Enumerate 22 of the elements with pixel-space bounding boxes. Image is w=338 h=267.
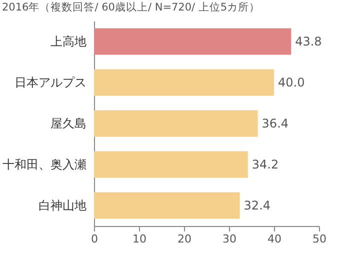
chart-title: 2016年（複数回答/ 60歳以上/ N=720/ 上位5カ所） bbox=[2, 0, 260, 14]
y-tick-label: 屋久島 bbox=[50, 116, 86, 130]
bar bbox=[94, 69, 274, 96]
data-label: 40.0 bbox=[278, 76, 305, 90]
bar bbox=[94, 110, 258, 137]
y-tick-label: 白神山地 bbox=[38, 198, 86, 212]
x-tick-label: 0 bbox=[91, 232, 98, 246]
data-label: 34.2 bbox=[252, 158, 279, 172]
y-tick-label: 上高地 bbox=[50, 34, 86, 48]
x-tick-label: 30 bbox=[222, 232, 236, 246]
data-label: 36.4 bbox=[262, 116, 289, 130]
data-label: 32.4 bbox=[244, 198, 271, 212]
y-tick-label: 十和田、奥入瀬 bbox=[2, 158, 86, 172]
data-label: 43.8 bbox=[295, 34, 322, 48]
bar bbox=[94, 28, 292, 55]
x-tick-label: 20 bbox=[178, 232, 192, 246]
bar bbox=[94, 151, 248, 178]
bar bbox=[94, 192, 240, 219]
x-tick-label: 40 bbox=[268, 232, 282, 246]
x-tick-label: 50 bbox=[312, 232, 326, 246]
x-tick-label: 10 bbox=[132, 232, 146, 246]
y-tick-label: 日本アルプス bbox=[14, 76, 86, 90]
